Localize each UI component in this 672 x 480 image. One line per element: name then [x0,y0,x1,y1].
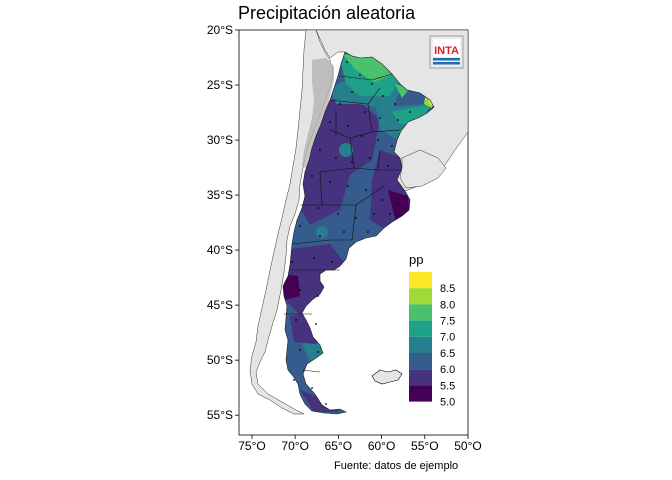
y-tick-label: 45°S [207,298,233,312]
station-point [382,95,384,97]
legend-label: 5.5 [440,380,455,392]
station-point [379,117,381,119]
x-axis: 75°O 70°O 65°O 60°O 55°O 50°O [238,435,482,453]
uruguay-landmass [399,149,447,189]
legend-title: pp [409,252,423,267]
station-point [409,111,411,113]
station-point [299,225,301,227]
station-point [315,323,317,325]
station-point [371,83,373,85]
x-tick-label: 55°O [411,439,438,453]
station-point [351,161,353,163]
x-tick-label: 75°O [238,439,265,453]
province-boundaries [284,73,401,373]
x-tick-label: 50°O [454,439,481,453]
y-axis: 20°S 25°S 30°S 35°S 40°S 45°S 50°S 55°S [207,23,239,422]
station-point [389,213,391,215]
station-point [313,257,315,259]
station-point [347,125,349,127]
malvinas-islands [371,369,403,385]
legend-swatch [409,369,432,386]
argentina-outline [282,51,435,415]
station-point [299,289,301,291]
station-point [311,387,313,389]
station-point [329,121,331,123]
station-point [317,207,319,209]
station-point [381,199,383,201]
station-point [397,203,399,205]
legend-swatch [409,320,432,337]
map-title: Precipitación aleatoria [238,3,416,23]
station-point [373,213,375,215]
station-point [317,351,319,353]
station-point [355,217,357,219]
legend-label: 8.5 [440,283,455,295]
legend-label: 7.0 [440,332,455,344]
inta-logo: INTA [429,35,464,69]
station-point [369,157,371,159]
station-point [291,261,293,263]
station-point [361,135,363,137]
station-point [367,231,369,233]
legend-swatch [409,288,432,305]
station-point [335,157,337,159]
station-point [397,119,399,121]
station-point [346,61,348,63]
station-point [337,213,339,215]
y-tick-label: 30°S [207,133,233,147]
station-point [319,149,321,151]
x-tick-label: 70°O [281,439,308,453]
station-point [351,91,353,93]
legend-swatch [409,272,432,289]
legend-swatch [409,385,432,402]
legend-label: 6.5 [440,348,455,360]
y-tick-label: 25°S [207,78,233,92]
station-point [364,111,366,113]
y-tick-label: 35°S [207,188,233,202]
legend-label: 8.0 [440,299,455,311]
station-point [325,403,327,405]
y-tick-label: 40°S [207,243,233,257]
y-tick-label: 50°S [207,353,233,367]
y-tick-label: 55°S [207,408,233,422]
station-point [339,103,341,105]
station-point [331,261,333,263]
station-point [317,295,319,297]
station-point [299,349,301,351]
station-point [293,379,295,381]
station-point [319,235,321,237]
legend-swatch [409,336,432,353]
legend-label: 5.0 [440,397,455,409]
andes-relief [302,58,334,168]
legend-swatch [409,304,432,321]
x-tick-label: 60°O [368,439,395,453]
station-point [394,103,396,105]
station-points [291,61,411,405]
station-point [391,145,393,147]
station-point [347,185,349,187]
station-point [311,175,313,177]
y-tick-label: 20°S [207,23,233,37]
station-point [329,181,331,183]
legend-label: 7.5 [440,316,455,328]
station-point [377,139,379,141]
logo-text: INTA [434,45,459,57]
station-point [343,231,345,233]
legend-swatch [409,353,432,370]
legend-label: 6.0 [440,364,455,376]
station-point [295,319,297,321]
station-point [365,189,367,191]
caption: Fuente: datos de ejemplo [334,460,459,472]
legend: pp 8.5 8.0 7.5 7.0 6.5 6.0 5.5 5.0 [409,252,455,409]
x-tick-label: 65°O [325,439,352,453]
station-point [387,165,389,167]
station-point [359,74,361,76]
